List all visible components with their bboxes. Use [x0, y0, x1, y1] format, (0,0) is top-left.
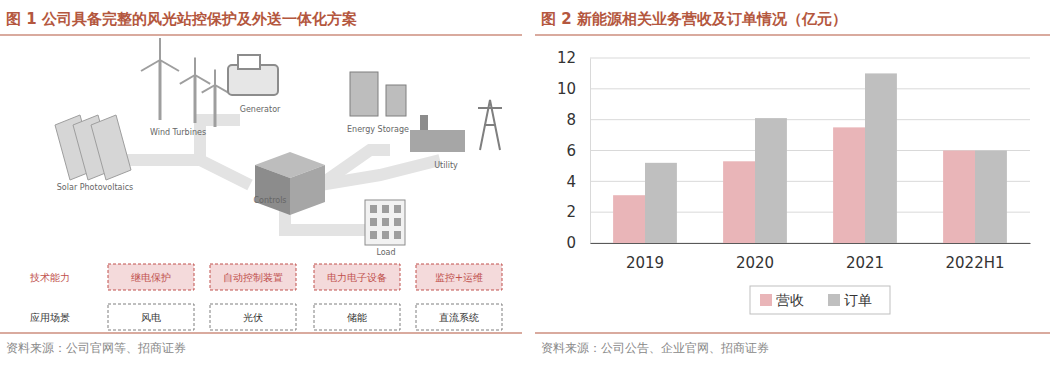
y-tick: 12 — [557, 49, 590, 67]
capability-box — [416, 264, 502, 290]
x-tick: 2022H1 — [946, 243, 1005, 272]
title: 图 1 公司具备完整的风光站控保护及外送一体化方案 — [6, 10, 357, 28]
y-tick: 8 — [566, 111, 590, 129]
bar — [943, 151, 975, 244]
x-tick: 2020 — [736, 243, 774, 272]
bar — [645, 163, 677, 243]
generator-icon — [228, 55, 278, 95]
icon-label: Load — [376, 248, 395, 257]
grid-line — [590, 58, 1030, 59]
capability-box — [210, 304, 296, 330]
page: 图 1 公司具备完整的风光站控保护及外送一体化方案 Solar Photovolt… — [0, 0, 1057, 366]
capability-box — [416, 304, 502, 330]
y-tick-label: 2 — [566, 203, 576, 221]
y-axis: 0 2 4 6 8 10 12 — [557, 49, 591, 252]
y-tick: 2 — [566, 203, 590, 221]
icon-label: Solar Photovoltaics — [57, 183, 133, 192]
pipe — [110, 120, 240, 160]
title: 图 2 新能源相关业务营收及订单情况（亿元） — [541, 10, 847, 28]
grid-line — [590, 119, 1030, 120]
capability-box — [314, 304, 400, 330]
solar-icon — [55, 115, 131, 180]
capability-box — [108, 264, 194, 290]
capability-box — [108, 304, 194, 330]
legend-label: 订单 — [844, 292, 872, 308]
grid-line — [590, 88, 1030, 89]
source: 资料来源：公司官网等、招商证券 — [6, 341, 186, 355]
y-tick-label: 6 — [566, 142, 576, 160]
x-tick-label: 2021 — [846, 254, 884, 272]
utility-icon — [410, 100, 502, 152]
y-axis-line — [590, 59, 591, 244]
bar — [613, 195, 645, 243]
x-tick: 2021 — [846, 243, 884, 272]
x-tick-label: 2022H1 — [946, 254, 1005, 272]
bar — [833, 127, 865, 243]
x-tick-label: 2020 — [736, 254, 774, 272]
legend-frame — [750, 286, 890, 314]
legend-label: 营收 — [776, 292, 804, 308]
y-tick-label: 8 — [566, 111, 576, 129]
capability-box — [314, 264, 400, 290]
y-tick: 10 — [557, 80, 590, 98]
box-label: 直流系统 — [439, 312, 479, 323]
x-axis-line — [591, 243, 1031, 244]
pipe — [200, 160, 250, 185]
y-tick-label: 12 — [557, 49, 576, 67]
rule — [535, 34, 1050, 35]
box-label: 风电 — [141, 312, 161, 323]
pipe — [320, 160, 440, 185]
storage-icon — [350, 72, 406, 116]
box-label: 光伏 — [243, 312, 263, 323]
bars — [613, 73, 1007, 243]
x-tick-label: 2019 — [626, 254, 664, 272]
y-tick-label: 4 — [566, 173, 576, 191]
box-label: 储能 — [347, 312, 367, 323]
bar — [865, 73, 897, 243]
box-label: 自动控制装置 — [223, 272, 283, 283]
y-tick: 0 — [566, 234, 590, 252]
box-label: 继电保护 — [131, 272, 171, 283]
y-tick-label: 10 — [557, 80, 576, 98]
legend-swatch — [760, 294, 772, 306]
rule — [0, 34, 522, 35]
bar — [755, 118, 787, 243]
row-label: 应用场景 — [30, 312, 70, 323]
box-label: 监控+运维 — [435, 272, 483, 283]
y-tick-label: 0 — [566, 234, 576, 252]
wind-icon — [141, 38, 228, 127]
rule — [0, 332, 522, 333]
diagram: 图 1 公司具备完整的风光站控保护及外送一体化方案 Solar Photovolt… — [6, 10, 502, 355]
icon-label: Utility — [434, 161, 458, 170]
bar — [723, 161, 755, 243]
grid — [590, 58, 1030, 243]
x-axis: 2019 2020 2021 2022H1 — [591, 243, 1031, 272]
legend-swatch — [828, 294, 840, 306]
icon-label: Controls — [253, 196, 286, 205]
chart: 图 2 新能源相关业务营收及订单情况（亿元） 资料来源：公司公告、企业官网、招商证… — [541, 10, 1031, 355]
y-tick: 4 — [566, 173, 590, 191]
rule — [535, 332, 1050, 333]
source: 资料来源：公司公告、企业官网、招商证券 — [541, 341, 769, 355]
load-icon — [365, 200, 405, 245]
x-tick: 2019 — [626, 243, 664, 272]
row-label: 技术能力 — [29, 272, 70, 283]
capability-box — [210, 264, 296, 290]
icon-label: Wind Turbines — [150, 128, 206, 137]
bar — [975, 151, 1007, 244]
icon-label: Generator — [240, 105, 281, 114]
controls-icon — [255, 152, 325, 215]
legend: 营收 订单 — [750, 286, 890, 314]
box-label: 电力电子设备 — [327, 272, 387, 283]
icon-label: Energy Storage — [347, 125, 409, 134]
y-tick: 6 — [566, 142, 590, 160]
